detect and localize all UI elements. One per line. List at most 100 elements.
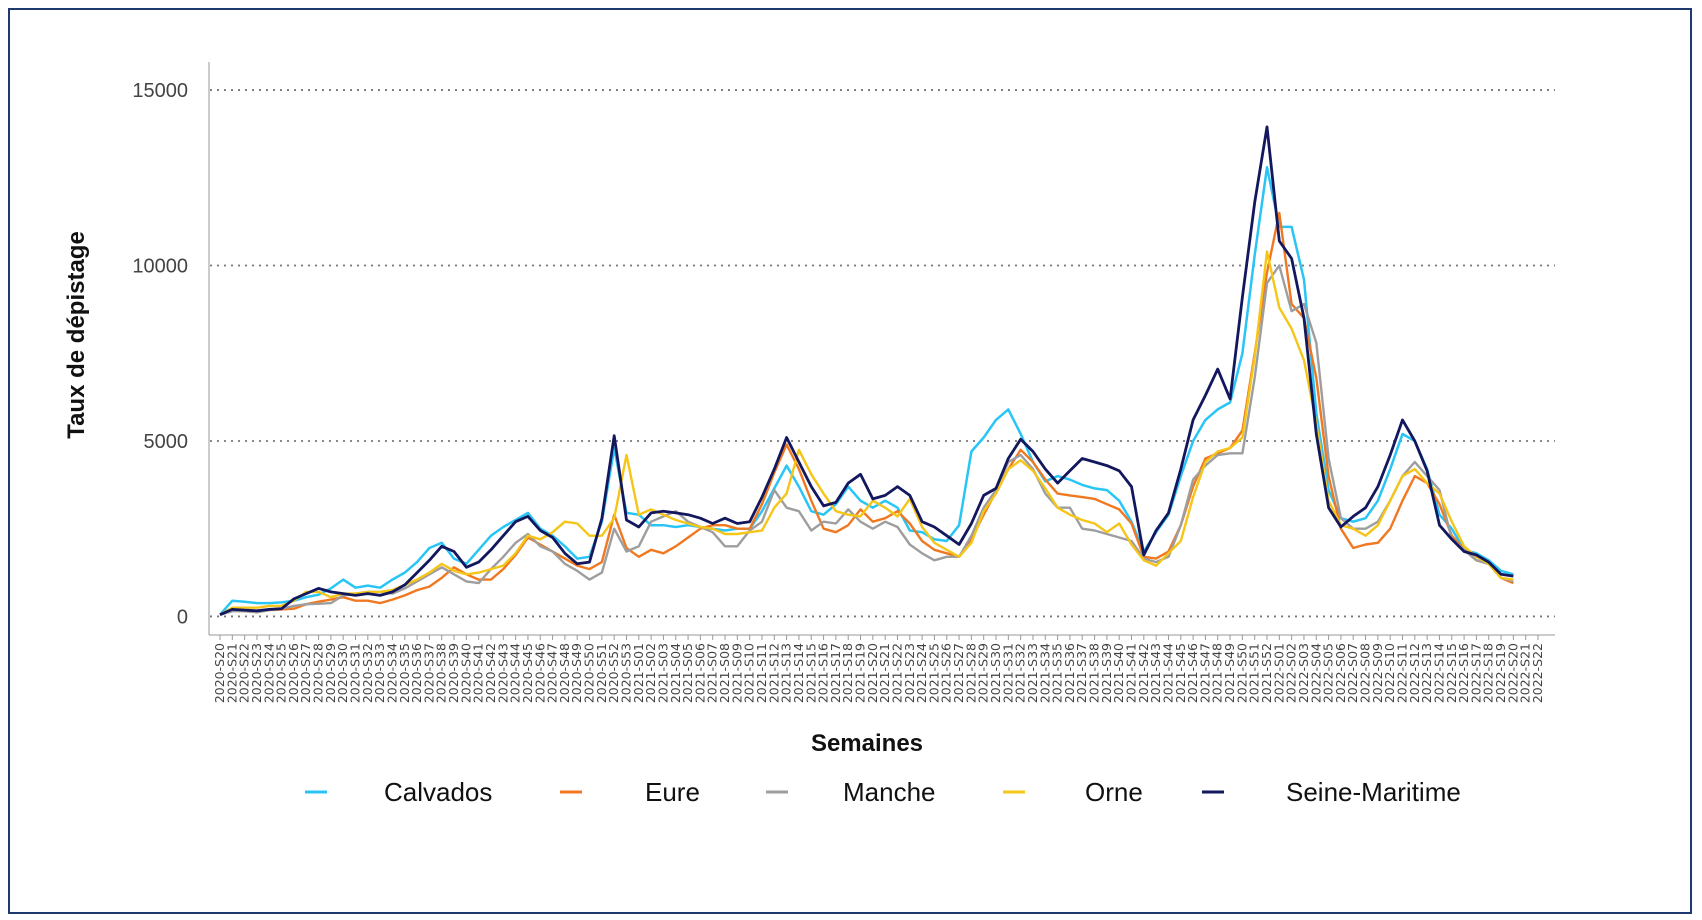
y-tick-label: 0 <box>177 606 188 628</box>
x-tick-label: 2021-S47 <box>1197 643 1212 703</box>
x-tick-label: 2020-S34 <box>384 643 399 703</box>
series-line-seine-maritime <box>219 125 1514 616</box>
x-tick-label: 2021-S27 <box>951 643 966 703</box>
x-tick-label: 2020-S45 <box>520 643 535 703</box>
x-tick-label: 2021-S44 <box>1160 643 1175 703</box>
x-tick-label: 2022-S10 <box>1382 643 1397 703</box>
x-tick-label: 2022-S19 <box>1493 643 1508 703</box>
x-tick-label: 2020-S33 <box>372 643 387 703</box>
x-axis-title: Semaines <box>811 730 923 757</box>
x-tick-label: 2022-S17 <box>1468 643 1483 703</box>
x-tick-label: 2021-S15 <box>803 643 818 703</box>
x-tick-label: 2021-S30 <box>988 643 1003 703</box>
x-tick-label: 2020-S52 <box>606 643 621 703</box>
x-tick-label: 2020-S40 <box>458 643 473 703</box>
x-tick-label: 2022-S03 <box>1296 643 1311 703</box>
x-tick-label: 2021-S46 <box>1185 643 1200 703</box>
x-tick-label: 2020-S49 <box>569 643 584 703</box>
x-tick-label: 2022-S20 <box>1505 643 1520 703</box>
gridlines <box>210 89 1555 618</box>
x-tick-label: 2020-S31 <box>347 643 362 703</box>
x-tick-label: 2020-S28 <box>311 643 326 703</box>
x-tick-label: 2020-S24 <box>261 643 276 703</box>
legend-label-manche: Manche <box>843 777 936 807</box>
legend-label-eure: Eure <box>645 777 700 807</box>
x-tick-label: 2021-S07 <box>705 643 720 703</box>
x-tick-label: 2021-S08 <box>717 643 732 703</box>
x-tick-label: 2020-S38 <box>434 643 449 703</box>
axes <box>208 62 1555 636</box>
x-tick-label: 2022-S04 <box>1308 643 1323 703</box>
x-tick-label: 2020-S44 <box>508 643 523 703</box>
x-tick-label: 2020-S51 <box>594 643 609 703</box>
x-tick-label: 2020-S42 <box>483 643 498 703</box>
x-tick-label: 2021-S21 <box>877 643 892 703</box>
x-tick-label: 2022-S18 <box>1481 643 1496 703</box>
x-tick-label: 2022-S13 <box>1419 643 1434 703</box>
series-line-manche <box>219 264 1514 616</box>
x-tick-label: 2021-S09 <box>729 643 744 703</box>
x-tick-label: 2020-S39 <box>446 643 461 703</box>
x-tick-label: 2020-S37 <box>421 643 436 703</box>
y-tick-label: 15000 <box>132 80 188 102</box>
x-tick-label: 2021-S45 <box>1173 643 1188 703</box>
x-tick-label: 2021-S41 <box>1124 643 1139 703</box>
x-tick-label: 2021-S26 <box>939 643 954 703</box>
x-tick-label: 2021-S06 <box>692 643 707 703</box>
x-tick-label: 2021-S51 <box>1247 643 1262 703</box>
x-tick-label: 2021-S36 <box>1062 643 1077 703</box>
x-tick-label: 2021-S33 <box>1025 643 1040 703</box>
x-tick-label: 2021-S03 <box>655 643 670 703</box>
y-tick-labels: 0 5000 10000 15000 <box>132 80 188 628</box>
x-tick-label: 2021-S20 <box>865 643 880 703</box>
x-tick-label: 2022-S02 <box>1284 643 1299 703</box>
x-tick-label: 2020-S20 <box>212 643 227 703</box>
x-tick-label: 2020-S41 <box>471 643 486 703</box>
x-tick-label: 2021-S04 <box>668 643 683 703</box>
x-tick-label: 2021-S49 <box>1222 643 1237 703</box>
x-tick-label: 2020-S43 <box>495 643 510 703</box>
x-tick-label: 2020-S46 <box>532 643 547 703</box>
x-tick-label: 2020-S32 <box>360 643 375 703</box>
series-line-orne <box>219 250 1514 616</box>
x-tick-label: 2020-S50 <box>582 643 597 703</box>
x-tick-label: 2020-S30 <box>335 643 350 703</box>
x-tick-label: 2021-S13 <box>779 643 794 703</box>
x-tick-label: 2021-S50 <box>1234 643 1249 703</box>
x-tick-label: 2021-S28 <box>963 643 978 703</box>
x-tick-label: 2021-S05 <box>680 643 695 703</box>
y-tick-label: 10000 <box>132 256 188 278</box>
legend-label-orne: Orne <box>1085 777 1143 807</box>
x-tick-labels: 2020-S202020-S212020-S222020-S232020-S24… <box>212 635 1545 703</box>
x-tick-label: 2022-S07 <box>1345 643 1360 703</box>
x-tick-label: 2022-S22 <box>1530 643 1545 703</box>
chart-frame: 0 5000 10000 15000 2020-S20 2020-S21 2020-S22… <box>8 8 1692 914</box>
x-tick-label: 2020-S48 <box>557 643 572 703</box>
x-tick-label: 2022-S09 <box>1370 643 1385 703</box>
x-tick-label: 2021-S34 <box>1037 643 1052 703</box>
x-tick-label: 2020-S36 <box>409 643 424 703</box>
x-tick-label: 2021-S29 <box>976 643 991 703</box>
x-tick-label: 2021-S23 <box>902 643 917 703</box>
x-tick-label: 2022-S05 <box>1321 643 1336 703</box>
y-tick-label: 5000 <box>144 431 189 453</box>
x-tick-label: 2020-S27 <box>298 643 313 703</box>
x-tick-label: 2020-S21 <box>224 643 239 703</box>
x-tick-label: 2022-S12 <box>1407 643 1422 703</box>
series-line-eure <box>219 211 1514 616</box>
x-tick-label: 2020-S53 <box>618 643 633 703</box>
x-tick-label: 2021-S12 <box>766 643 781 703</box>
x-tick-label: 2020-S47 <box>545 643 560 703</box>
x-tick-label: 2021-S14 <box>791 643 806 703</box>
x-tick-label: 2021-S25 <box>926 643 941 703</box>
x-tick-label: 2021-S18 <box>840 643 855 703</box>
x-tick-label: 2021-S48 <box>1210 643 1225 703</box>
x-tick-label: 2021-S38 <box>1087 643 1102 703</box>
x-tick-label: 2020-S25 <box>274 643 289 703</box>
x-tick-label: 2020-S23 <box>249 643 264 703</box>
x-tick-label: 2021-S01 <box>631 643 646 703</box>
x-tick-label: 2022-S11 <box>1395 643 1410 703</box>
x-tick-label: 2022-S16 <box>1456 643 1471 703</box>
legend-label-seine-maritime: Seine-Maritime <box>1286 777 1461 807</box>
x-tick-label: 2021-S22 <box>889 643 904 703</box>
